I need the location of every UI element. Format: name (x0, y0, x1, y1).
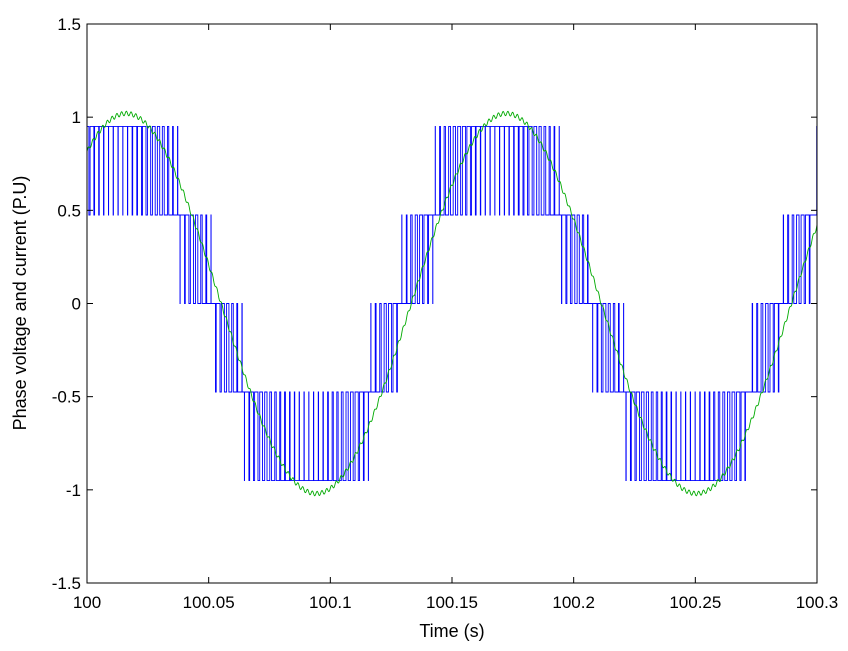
y-tick-label: 1.5 (57, 15, 81, 34)
y-tick-label: -0.5 (52, 388, 81, 407)
y-tick-label: 0.5 (57, 201, 81, 220)
series-current-line (87, 110, 817, 497)
x-tick-label: 100 (73, 593, 101, 612)
y-tick-label: -1 (66, 481, 81, 500)
x-tick-label: 100.2 (552, 593, 595, 612)
x-tick-label: 100.3 (796, 593, 839, 612)
y-tick-label: 1 (72, 108, 81, 127)
x-tick-label: 100.1 (309, 593, 352, 612)
x-tick-label: 100.25 (669, 593, 721, 612)
y-tick-label: 0 (72, 295, 81, 314)
x-tick-label: 100.05 (183, 593, 235, 612)
series-voltage-line (87, 126, 817, 481)
y-tick-label: -1.5 (52, 574, 81, 593)
x-tick-label: 100.15 (426, 593, 478, 612)
y-axis-label: Phase voltage and current (P.U) (10, 176, 30, 431)
x-axis-label: Time (s) (419, 621, 484, 641)
